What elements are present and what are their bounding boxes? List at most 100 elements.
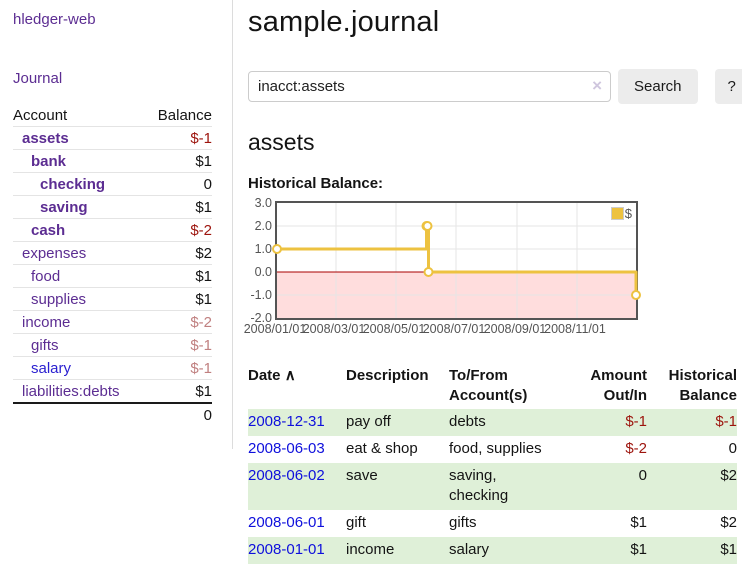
account-link-gifts[interactable]: gifts xyxy=(31,337,59,354)
register-header-amount: Amount Out/In xyxy=(590,367,647,404)
transaction-date-link[interactable]: 2008-01-01 xyxy=(248,541,325,558)
chart-legend: $ xyxy=(610,206,632,221)
transaction-date-link[interactable]: 2008-06-03 xyxy=(248,440,325,457)
account-name-cell: saving xyxy=(13,195,145,219)
help-button[interactable]: ? xyxy=(714,69,742,104)
register-date-cell: 2008-12-31 xyxy=(248,409,346,436)
chart-title: Historical Balance: xyxy=(248,175,384,192)
account-link-food[interactable]: food xyxy=(31,268,61,285)
register-header-row: Date ∧ Description To/From Account(s) Am… xyxy=(248,364,737,409)
register-table: Date ∧ Description To/From Account(s) Am… xyxy=(248,364,737,564)
account-link-supplies[interactable]: supplies xyxy=(31,291,87,308)
register-balance-cell: $2 xyxy=(720,514,737,531)
page-title: sample.journal xyxy=(248,6,440,38)
clear-search-icon[interactable]: × xyxy=(592,76,602,95)
register-amount-cell: $1 xyxy=(630,541,647,558)
accounts-header-account: Account xyxy=(13,107,68,124)
account-name-cell: supplies xyxy=(13,287,145,311)
accounts-total-row: 0 xyxy=(13,402,212,426)
account-balance: $-1 xyxy=(144,356,212,380)
register-balance-cell: $2 xyxy=(720,467,737,484)
sidebar: hledger-web Journal Account Balance asse… xyxy=(0,0,233,449)
account-link-liabilities-debts[interactable]: liabilities:debts xyxy=(22,383,120,400)
account-link-checking[interactable]: checking xyxy=(40,176,106,193)
register-balance-cell: 0 xyxy=(728,440,737,457)
x-axis-tick-label: 2008/01/01 xyxy=(243,322,307,336)
account-balance: $-2 xyxy=(144,310,212,334)
y-axis-tick-label: 2.0 xyxy=(254,219,272,233)
register-balance-cell: $1 xyxy=(720,541,737,558)
register-date-cell: 2008-06-01 xyxy=(248,510,346,537)
y-axis-tick-label: -1.0 xyxy=(250,288,272,302)
x-axis-tick-label: 2008/07/01 xyxy=(422,322,486,336)
accounts-table-body: assets $-1 bank $1 checking 0 saving $1 cash $-2 e… xyxy=(13,126,212,403)
account-row: bank $1 xyxy=(13,149,212,173)
account-row: supplies $1 xyxy=(13,287,212,311)
accounts-balance-table: Account Balance assets $-1 bank $1 checking 0… xyxy=(13,104,212,426)
register-header-date[interactable]: Date ∧ xyxy=(248,364,346,409)
account-name-cell: income xyxy=(13,310,145,334)
register-row: 2008-06-03 eat & shop food, supplies $-2 0 xyxy=(248,436,737,463)
register-description-cell: income xyxy=(346,541,395,558)
account-balance: $-2 xyxy=(144,218,212,242)
account-row: expenses $2 xyxy=(13,241,212,265)
search-input[interactable] xyxy=(248,71,611,102)
register-date-cell: 2008-06-02 xyxy=(248,463,346,510)
register-amount-cell: $-1 xyxy=(625,413,647,430)
account-link-expenses[interactable]: expenses xyxy=(22,245,87,262)
x-axis-tick-label: 2008/09/01 xyxy=(483,322,547,336)
account-name-cell: gifts xyxy=(13,333,145,357)
account-row: salary $-1 xyxy=(13,356,212,380)
account-row: assets $-1 xyxy=(13,126,212,150)
account-link-salary[interactable]: salary xyxy=(31,360,72,377)
main-content: sample.journal × Search ? assets Histori… xyxy=(233,0,742,564)
register-accounts-cell: salary xyxy=(449,541,490,558)
register-balance-cell: $-1 xyxy=(715,413,737,430)
search-bar: × Search ? xyxy=(248,69,742,104)
app: hledger-web Journal Account Balance asse… xyxy=(0,0,742,564)
transaction-date-link[interactable]: 2008-12-31 xyxy=(248,413,325,430)
app-title-link[interactable]: hledger-web xyxy=(13,11,96,28)
register-amount-cell: 0 xyxy=(638,467,647,484)
search-button[interactable]: Search xyxy=(618,69,698,104)
account-link-cash[interactable]: cash xyxy=(31,222,66,239)
account-name-cell: cash xyxy=(13,218,145,242)
account-name-cell: food xyxy=(13,264,145,288)
sidebar-item-journal[interactable]: Journal xyxy=(13,70,63,87)
account-link-assets[interactable]: assets xyxy=(22,130,69,147)
transaction-date-link[interactable]: 2008-06-02 xyxy=(248,467,325,484)
account-link-saving[interactable]: saving xyxy=(40,199,88,216)
account-row: gifts $-1 xyxy=(13,333,212,357)
account-balance: $-1 xyxy=(144,126,212,150)
register-row: 2008-12-31 pay off debts $-1 $-1 xyxy=(248,409,737,436)
account-row: income $-2 xyxy=(13,310,212,334)
accounts-header-balance: Balance xyxy=(157,107,212,124)
account-balance: $-1 xyxy=(144,333,212,357)
account-balance: $2 xyxy=(144,241,212,265)
account-row: food $1 xyxy=(13,264,212,288)
y-axis-tick-label: 0.0 xyxy=(254,265,272,279)
spacer xyxy=(13,402,145,426)
register-accounts-cell: saving, checking xyxy=(449,467,509,504)
register-description-cell: gift xyxy=(346,514,367,531)
account-link-bank[interactable]: bank xyxy=(31,153,67,170)
account-balance: $1 xyxy=(144,287,212,311)
register-header-balance: Historical Balance xyxy=(668,367,737,404)
account-balance: $1 xyxy=(144,264,212,288)
account-name-cell: expenses xyxy=(13,241,145,265)
register-description-cell: eat & shop xyxy=(346,440,418,457)
register-header-accounts: To/From Account(s) xyxy=(449,367,528,404)
account-name-cell: liabilities:debts xyxy=(13,379,145,403)
legend-swatch-icon xyxy=(610,207,624,220)
register-accounts-cell: debts xyxy=(449,413,486,430)
account-link-income[interactable]: income xyxy=(22,314,71,331)
account-balance: $1 xyxy=(144,379,212,403)
account-row: cash $-2 xyxy=(13,218,212,242)
accounts-header-row: Account Balance xyxy=(13,104,212,127)
y-axis-tick-label: 1.0 xyxy=(254,242,272,256)
account-row: saving $1 xyxy=(13,195,212,219)
register-row: 2008-01-01 income salary $1 $1 xyxy=(248,537,737,564)
transaction-date-link[interactable]: 2008-06-01 xyxy=(248,514,325,531)
register-amount-cell: $1 xyxy=(630,514,647,531)
y-axis-tick-label: -2.0 xyxy=(250,311,272,325)
